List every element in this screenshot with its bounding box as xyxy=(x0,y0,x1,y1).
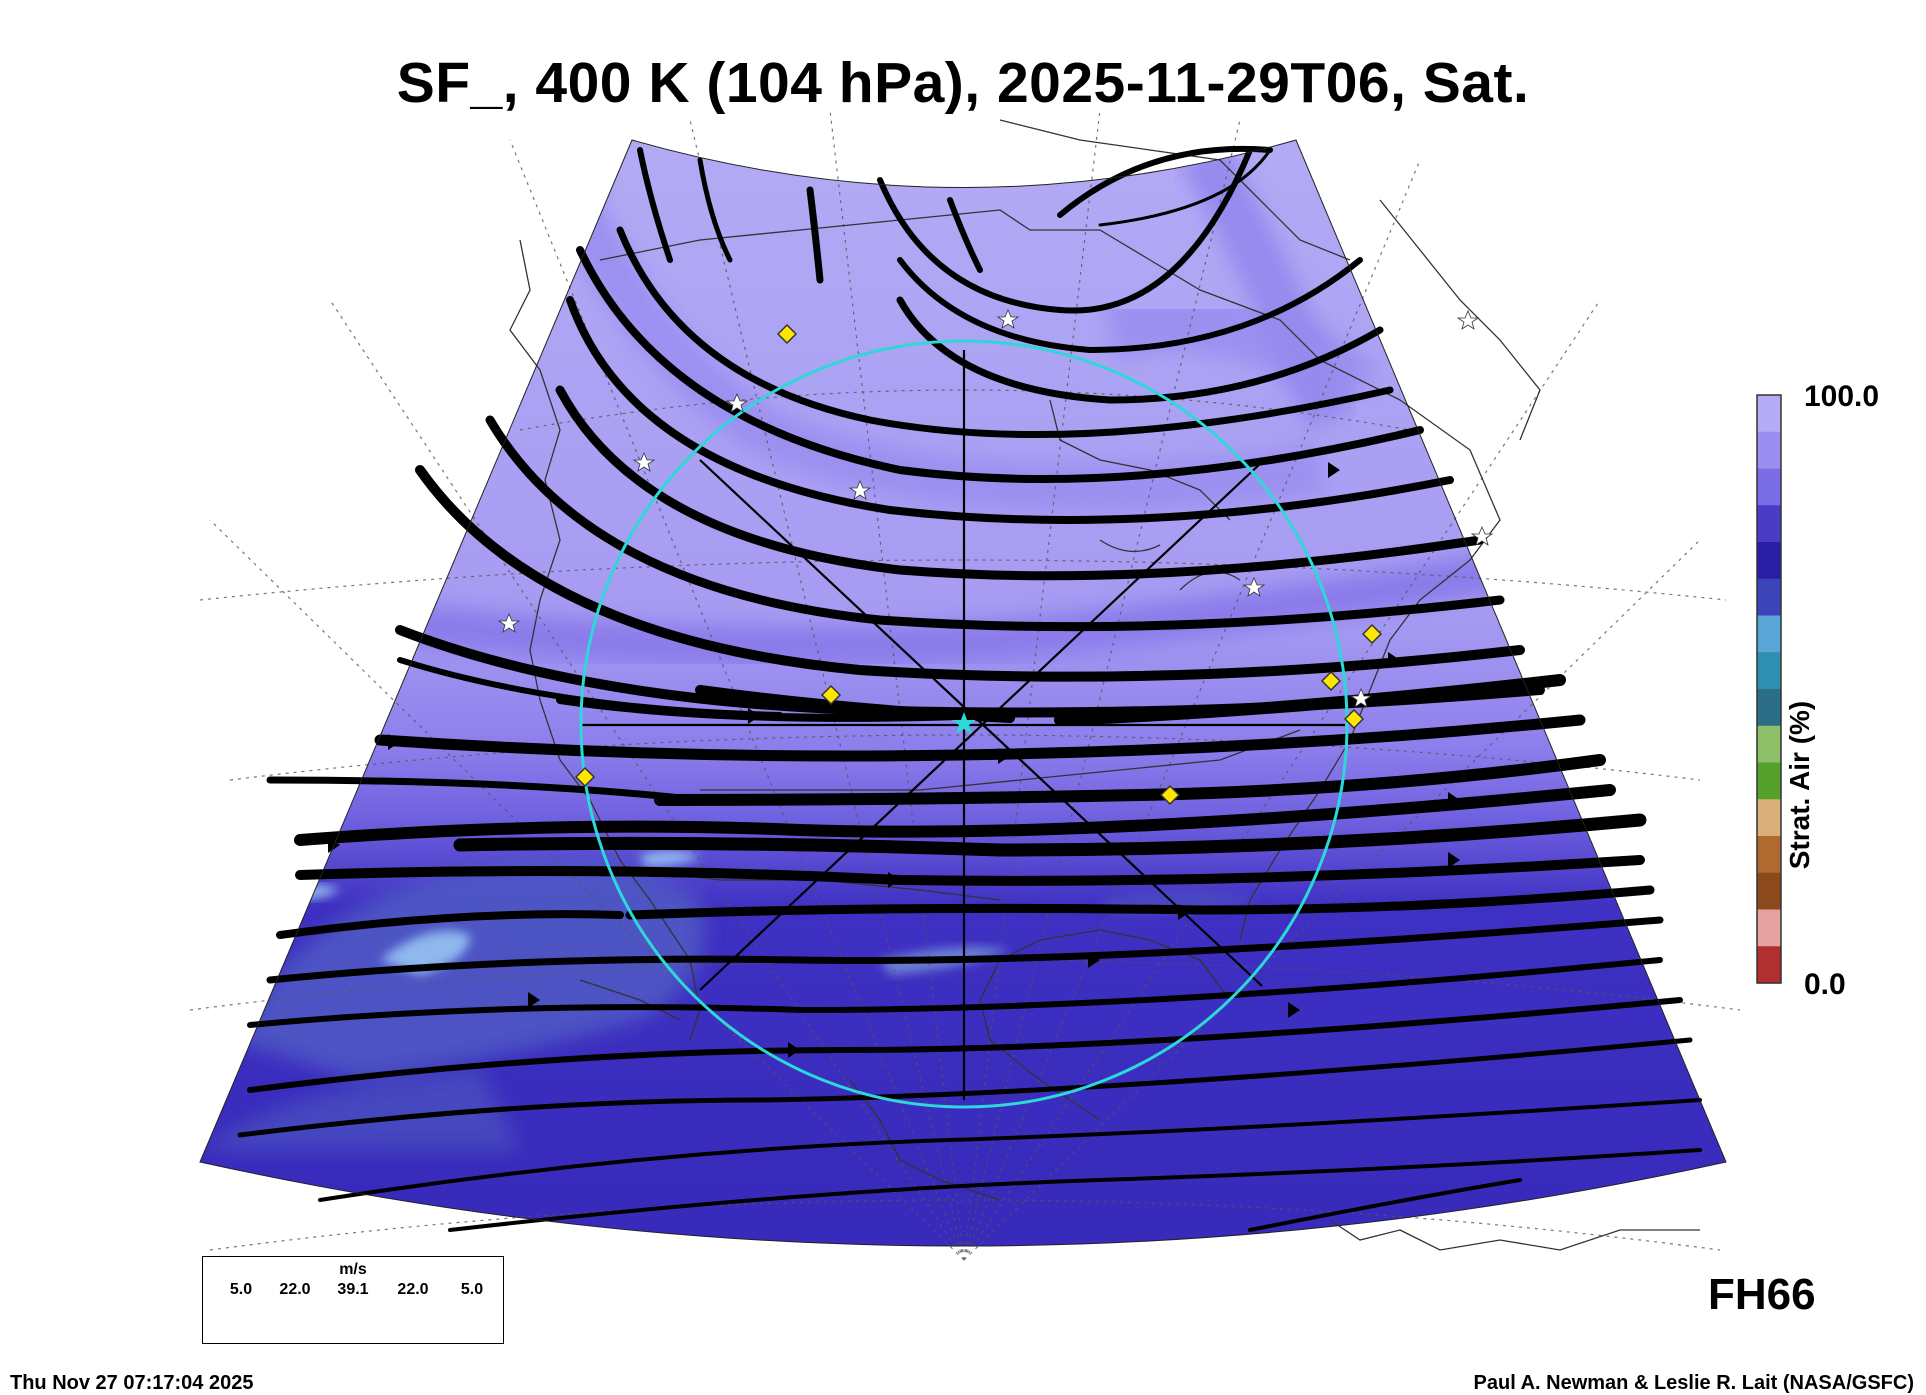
colorbar-max-label: 100.0 xyxy=(1804,380,1880,413)
wind-legend-speed: 39.1 xyxy=(337,1281,369,1298)
white-star-icon xyxy=(1349,687,1373,708)
white-star-icon xyxy=(1470,525,1494,546)
yellow-diamond-markers xyxy=(574,323,1383,806)
colorbar-block xyxy=(1757,542,1781,580)
white-star-icon xyxy=(848,479,872,500)
wind-legend-unit: m/s xyxy=(339,1261,367,1278)
map-title: SF_, 400 K (104 hPa), 2025-11-29T06, Sat… xyxy=(396,51,1530,115)
colorbar-block xyxy=(1757,836,1781,874)
white-star-icon xyxy=(1242,576,1266,597)
colorbar-block xyxy=(1757,946,1781,984)
colorbar-block xyxy=(1757,689,1781,727)
colorbar-block xyxy=(1757,799,1781,837)
white-star-icon xyxy=(632,451,656,472)
colorbar-block xyxy=(1757,872,1781,911)
yellow-diamond-icon xyxy=(1343,708,1365,730)
wind-streamlines xyxy=(237,145,1702,1232)
wind-legend-speed: 5.0 xyxy=(229,1281,253,1298)
white-star-icon xyxy=(996,308,1020,329)
cyan-center-star-icon xyxy=(952,712,976,734)
yellow-diamond-icon xyxy=(820,684,842,706)
colorbar-block xyxy=(1757,468,1781,506)
credit-line: Paul A. Newman & Leslie R. Lait (NASA/GS… xyxy=(1473,1372,1914,1394)
colorbar-axis-label: Strat. Air (%) xyxy=(1784,700,1815,870)
wind-legend-speed: 5.0 xyxy=(460,1281,484,1298)
white-star-icon xyxy=(1456,309,1480,330)
colorbar-block xyxy=(1757,505,1781,543)
colorbar-blocks xyxy=(1757,395,1781,984)
yellow-diamond-icon xyxy=(1361,623,1383,645)
yellow-diamond-icon xyxy=(1320,670,1342,692)
white-star-icon xyxy=(497,612,521,633)
colorbar-block xyxy=(1757,431,1781,470)
wind-legend-speed: 22.0 xyxy=(279,1281,311,1298)
white-star-icon xyxy=(725,392,749,413)
forecast-hour: FH66 xyxy=(1708,1270,1816,1319)
colorbar-min-label: 0.0 xyxy=(1804,968,1846,1001)
yellow-diamond-icon xyxy=(574,766,596,788)
colorbar-block xyxy=(1757,578,1781,617)
cyan-range-circle xyxy=(579,339,1349,1109)
timestamp: Thu Nov 27 07:17:04 2025 xyxy=(10,1372,254,1394)
colorbar xyxy=(1756,394,1782,984)
colorbar-block xyxy=(1757,909,1781,947)
colorbar-block xyxy=(1757,725,1781,764)
yellow-diamond-icon xyxy=(776,323,798,345)
yellow-diamond-icon xyxy=(1159,784,1181,806)
wind-arrowheads xyxy=(328,462,1460,1058)
white-star-markers xyxy=(497,308,1494,708)
wind-speed-legend: m/s 5.0 22.0 39.1 22.0 5.0 xyxy=(202,1256,504,1344)
wind-legend-speed: 22.0 xyxy=(397,1281,429,1298)
colorbar-block xyxy=(1757,615,1781,653)
colorbar-block xyxy=(1757,762,1781,800)
colorbar-block xyxy=(1757,652,1781,690)
map-sector-outline xyxy=(199,139,1727,1247)
colorbar-block xyxy=(1757,395,1781,433)
